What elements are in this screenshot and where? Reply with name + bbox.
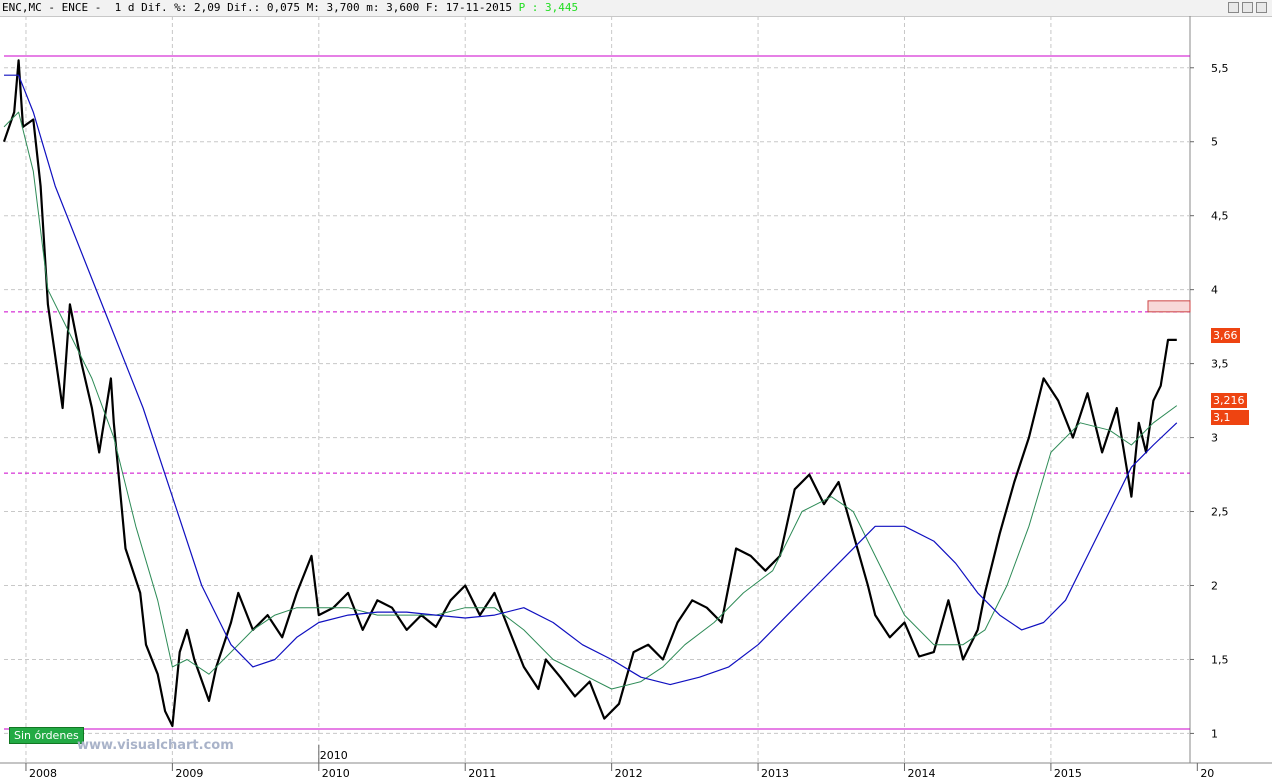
price-tag-ma-slow: 3,1 — [1211, 410, 1249, 425]
y-tick-label: 2 — [1211, 579, 1218, 592]
order-box — [1147, 300, 1191, 313]
chart-header-text: ENC,MC - ENCE - 1 d Dif. %: 2,09 Dif.: 0… — [2, 0, 578, 16]
price-tag-last: 3,66 — [1211, 328, 1240, 343]
symbol-info: ENC,MC - ENCE - 1 d Dif. %: 2,09 Dif.: 0… — [2, 1, 512, 14]
series-ma-fast-line — [3, 111, 1178, 690]
minimize-icon[interactable] — [1228, 2, 1239, 13]
x-tick-label: 2015 — [1054, 767, 1082, 780]
price-tag-ma-fast: 3,216 — [1211, 393, 1247, 408]
series-ma-slow-line — [4, 74, 1178, 686]
x-tick-label: 20 — [1200, 767, 1214, 780]
close-icon[interactable] — [1256, 2, 1267, 13]
chart-title-bar: ENC,MC - ENCE - 1 d Dif. %: 2,09 Dif.: 0… — [0, 0, 1272, 17]
x-extra-label: 2010 — [320, 749, 348, 762]
y-tick-label: 5,5 — [1211, 62, 1229, 75]
y-tick-label: 3,5 — [1211, 358, 1229, 371]
x-tick-label: 2014 — [907, 767, 935, 780]
watermark: www.visualchart.com — [77, 738, 234, 753]
x-tick-label: 2013 — [761, 767, 789, 780]
y-tick-label: 4,5 — [1211, 210, 1229, 223]
status-badge: Sin órdenes — [9, 727, 84, 744]
y-tick-label: 4 — [1211, 284, 1218, 297]
y-tick-label: 1,5 — [1211, 653, 1229, 666]
series-price-line — [2, 59, 1177, 728]
last-price-label: P : 3,445 — [518, 1, 579, 14]
y-tick-label: 2,5 — [1211, 506, 1229, 519]
x-tick-label: 2012 — [615, 767, 643, 780]
x-tick-label: 2009 — [175, 767, 203, 780]
x-tick-label: 2011 — [468, 767, 496, 780]
x-tick-label: 2010 — [322, 767, 350, 780]
y-tick-label: 1 — [1211, 727, 1218, 740]
maximize-icon[interactable] — [1242, 2, 1253, 13]
x-tick-label: 2008 — [29, 767, 57, 780]
y-tick-label: 5 — [1211, 136, 1218, 149]
y-tick-label: 3 — [1211, 432, 1218, 445]
